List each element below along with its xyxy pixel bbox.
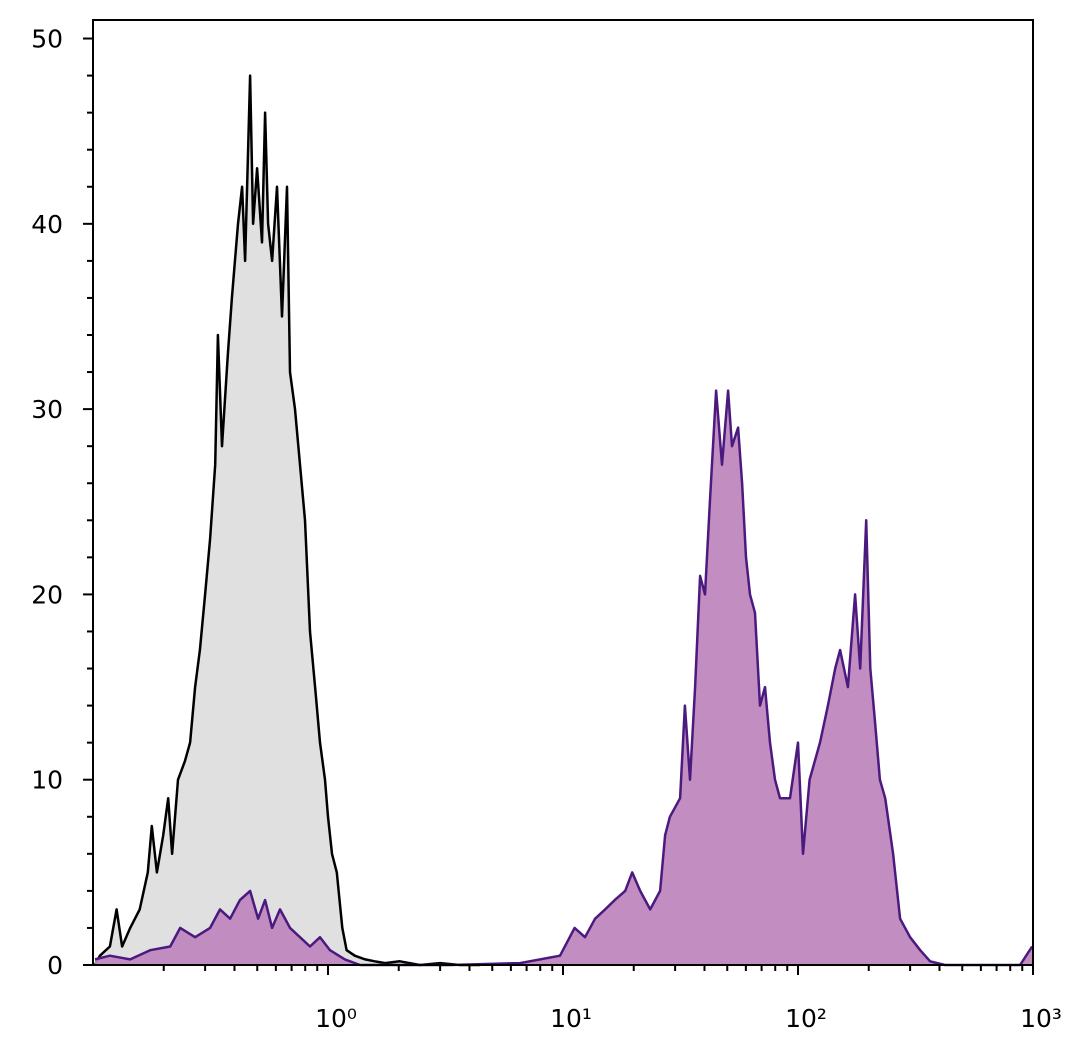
y-tick-label: 30 [31,395,63,424]
y-tick-label: 50 [31,25,63,54]
x-tick-label: 10⁰ [315,1004,357,1033]
y-tick-label: 0 [47,951,63,980]
histogram-fill [95,390,1033,966]
histogram-line [93,74,480,967]
x-tick-label: 10² [785,1004,827,1033]
x-tick-label: 10³ [1020,1004,1062,1033]
y-tick-label: 40 [31,210,63,239]
y-tick-label: 20 [31,580,63,609]
y-tick-label: 10 [31,766,63,795]
histogram-line [94,389,1034,967]
x-tick-label: 10¹ [550,1004,592,1033]
